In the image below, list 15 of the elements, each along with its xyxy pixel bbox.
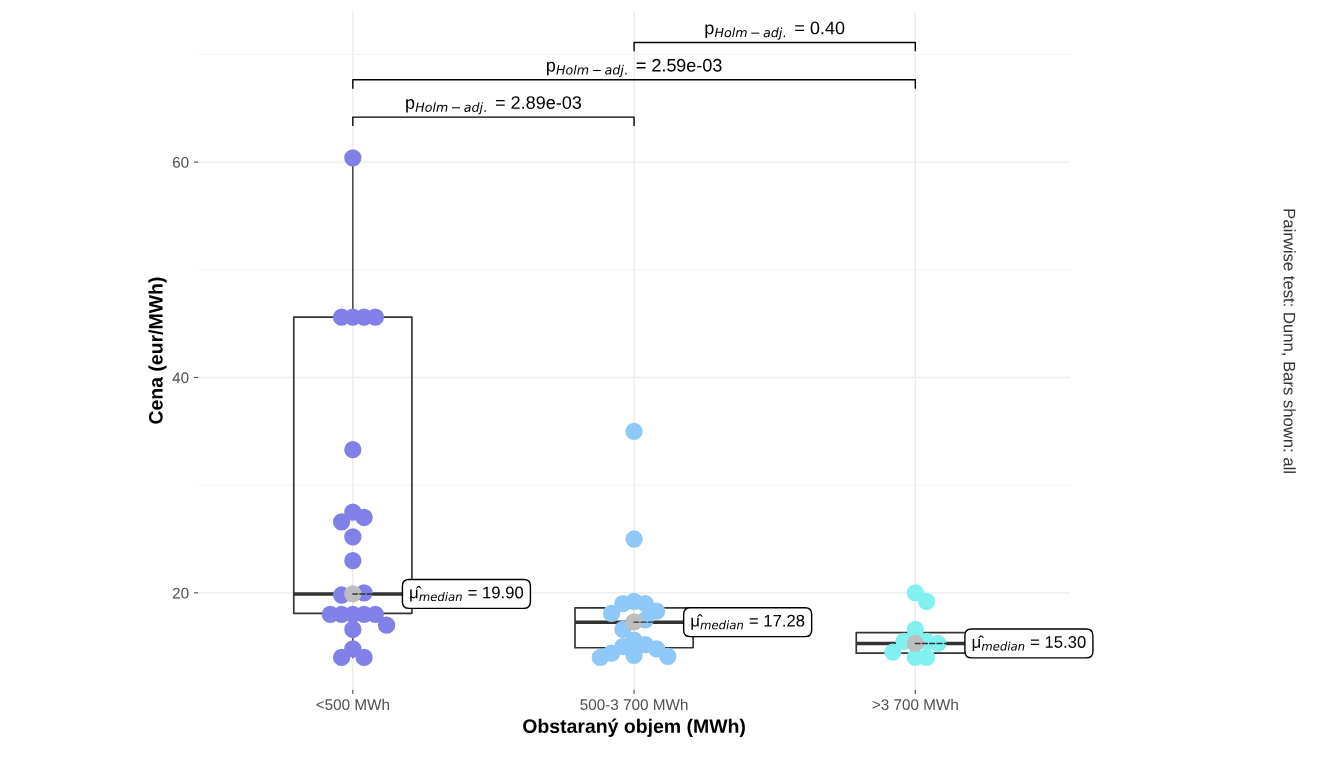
x-tick-label: 500-3 700 MWh [580,698,688,711]
annotation: p$_{Holm−adj.}$ = 2.59e-03 [546,58,722,78]
annotation: p$_{Holm−adj.}$ = 2.89e-03 [406,96,582,115]
y-tick-label: 40 [172,372,189,384]
y-tick-label: 20 [172,587,189,599]
annotation: μ̂$_{median}$ = 15.30 [972,635,1086,651]
x-tick-label: <500 MWh [316,698,389,711]
annotation: μ̂$_{median}$ = 19.90 [410,586,524,602]
x-axis-title: Obstaraný objem (MWh) [523,718,745,737]
y-axis-title: Cena (eur/MWh) [148,277,167,424]
annotation: p$_{Holm−adj.}$ = 0.40 [705,21,845,40]
text: Pairwise test: Dunn, Bars shown: all [1281,209,1296,473]
annotation: μ̂$_{median}$ = 17.28 [691,614,805,630]
x-tick-label: >3 700 MWh [872,698,958,711]
y-tick-label: 60 [172,157,189,168]
